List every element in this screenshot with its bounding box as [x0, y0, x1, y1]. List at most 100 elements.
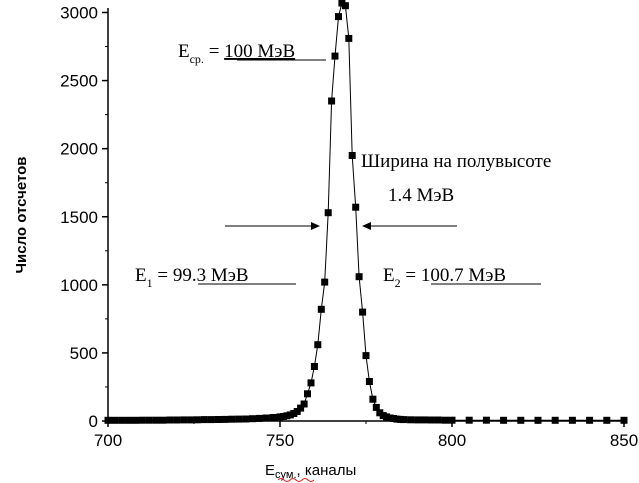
x-axis-title-sub-underline — [277, 478, 315, 482]
data-point — [434, 416, 442, 424]
annotation-mean-value: 100 МэВ — [224, 41, 295, 62]
y-ticks: 0 500 1000 1500 2000 2500 3000 — [60, 4, 108, 431]
annotation-e1: E1 = 99.3 МэВ — [135, 265, 249, 290]
y-tick-label: 0 — [89, 412, 98, 431]
data-point — [221, 415, 229, 423]
annotation-e1-label: E — [135, 265, 147, 286]
data-point — [180, 416, 188, 424]
y-tick-label: 2500 — [60, 72, 98, 91]
data-point — [159, 416, 167, 424]
data-point — [400, 416, 408, 424]
data-point — [331, 52, 339, 60]
data-point — [214, 416, 222, 423]
x-axis-title: Eсум., каналы — [265, 462, 356, 481]
data-point — [465, 416, 473, 424]
data-point — [300, 400, 308, 408]
data-point — [620, 416, 628, 424]
x-tick-label: 700 — [94, 431, 122, 450]
data-point — [365, 378, 373, 385]
data-point — [603, 416, 611, 424]
x-ticks: 700 750 800 850 — [94, 421, 638, 450]
data-point — [228, 415, 236, 423]
x-tick-label: 750 — [266, 431, 294, 450]
annotation-e1-value: 99.3 МэВ — [173, 265, 249, 286]
data-point — [421, 416, 428, 424]
data-point — [441, 416, 449, 424]
data-point — [372, 403, 380, 411]
data-point — [307, 379, 315, 387]
y-tick-label: 1000 — [60, 276, 98, 295]
data-point — [235, 415, 243, 423]
data-point — [187, 416, 195, 424]
annotation-mean: Eср. = 100 МэВ — [178, 41, 295, 66]
data-point — [551, 416, 559, 424]
data-point — [118, 416, 126, 424]
annotation-e1-sub: 1 — [147, 276, 153, 290]
data-point — [341, 2, 349, 10]
data-point — [352, 203, 360, 211]
data-point — [500, 416, 508, 424]
plot-area — [104, 0, 628, 424]
data-point — [132, 416, 139, 424]
y-tick-label: 2000 — [60, 140, 98, 159]
annotation-e2: E2 = 100.7 МэВ — [383, 265, 506, 290]
data-point — [111, 416, 119, 424]
data-point — [262, 414, 270, 422]
annotation-fwhm-line1: Ширина на полувысоте — [361, 151, 551, 172]
data-point — [369, 395, 377, 403]
x-tick-label: 850 — [610, 431, 638, 450]
x-axis-title-sub: сум. — [275, 469, 297, 481]
data-point — [193, 416, 201, 424]
data-point — [324, 209, 332, 217]
data-point — [362, 352, 370, 360]
data-point — [348, 152, 356, 159]
data-point — [407, 416, 415, 424]
annotations: Eср. = 100 МэВ Ширина на полувысоте 1.4 … — [135, 41, 551, 290]
data-point — [173, 416, 181, 424]
data-point — [534, 416, 542, 424]
data-point — [359, 308, 367, 316]
data-point — [207, 416, 215, 424]
data-point — [138, 416, 146, 424]
data-point — [448, 416, 456, 424]
data-point — [104, 416, 112, 424]
data-point — [482, 416, 490, 424]
annotation-e2-label: E — [383, 265, 395, 286]
data-point — [152, 416, 160, 424]
y-tick-label: 3000 — [60, 4, 98, 23]
annotation-fwhm-line2: 1.4 МэВ — [388, 185, 454, 206]
annotation-e2-value: 100.7 МэВ — [421, 265, 506, 286]
annotation-mean-eq: = — [204, 41, 224, 62]
data-point — [200, 416, 208, 424]
data-point — [314, 341, 322, 349]
data-point — [145, 416, 153, 424]
data-point — [427, 416, 435, 424]
data-point — [586, 416, 594, 424]
annotation-e1-eq: = — [153, 265, 173, 286]
annotation-e2-eq: = — [401, 265, 421, 286]
data-point — [166, 416, 174, 424]
data-point — [355, 273, 363, 281]
data-point — [304, 390, 311, 398]
data-point — [125, 416, 133, 424]
data-point — [568, 416, 576, 424]
data-point — [321, 278, 329, 286]
data-point — [517, 416, 525, 424]
data-point — [249, 415, 256, 423]
data-point — [310, 363, 318, 370]
annotation-mean-sub: ср. — [190, 52, 204, 66]
data-point — [335, 13, 342, 21]
fwhm-arrow-right-head — [362, 222, 371, 230]
data-point — [317, 305, 325, 313]
fwhm-arrow-left-head — [311, 222, 320, 230]
data-point — [269, 414, 277, 421]
annotation-e2-sub: 2 — [395, 276, 401, 290]
data-point — [345, 34, 353, 42]
y-tick-label: 500 — [70, 344, 98, 363]
x-axis-title-main: E — [265, 462, 275, 479]
data-point — [297, 404, 305, 412]
x-tick-label: 800 — [438, 431, 466, 450]
annotation-mean-label: E — [178, 41, 190, 62]
data-point — [255, 414, 263, 422]
